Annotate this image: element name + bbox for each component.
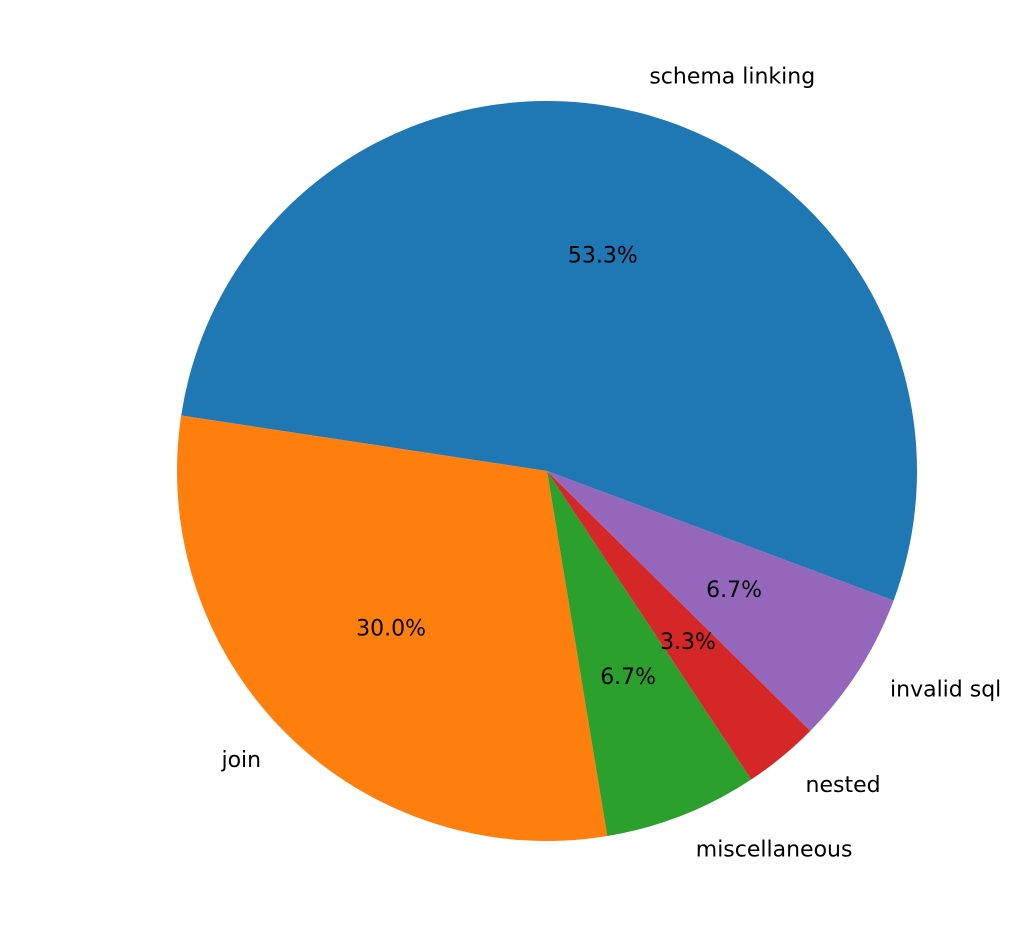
pie-slices (177, 101, 918, 842)
pct-label-schema-linking: 53.3% (568, 244, 638, 269)
pct-label-join: 30.0% (356, 617, 426, 642)
pie-slice-join (177, 415, 608, 842)
pct-label-miscellaneous: 6.7% (600, 665, 656, 690)
category-label-nested: nested (806, 773, 881, 798)
category-label-schema-linking: schema linking (649, 65, 815, 90)
pie-slice-invalid-sql (547, 471, 894, 731)
pie-slice-nested (547, 471, 811, 780)
category-label-miscellaneous: miscellaneous (696, 837, 853, 862)
pie-slice-miscellaneous (547, 471, 752, 837)
pct-label-nested: 3.3% (660, 630, 716, 655)
category-label-invalid-sql: invalid sql (890, 678, 1001, 703)
pie-slice-schema-linking (181, 101, 918, 601)
pct-label-invalid-sql: 6.7% (706, 578, 762, 603)
percentage-labels: 53.3%30.0%6.7%3.3%6.7% (356, 244, 762, 691)
category-labels: schema linking join miscellaneous nested inv… (220, 65, 1001, 863)
category-label-join: join (220, 748, 261, 773)
